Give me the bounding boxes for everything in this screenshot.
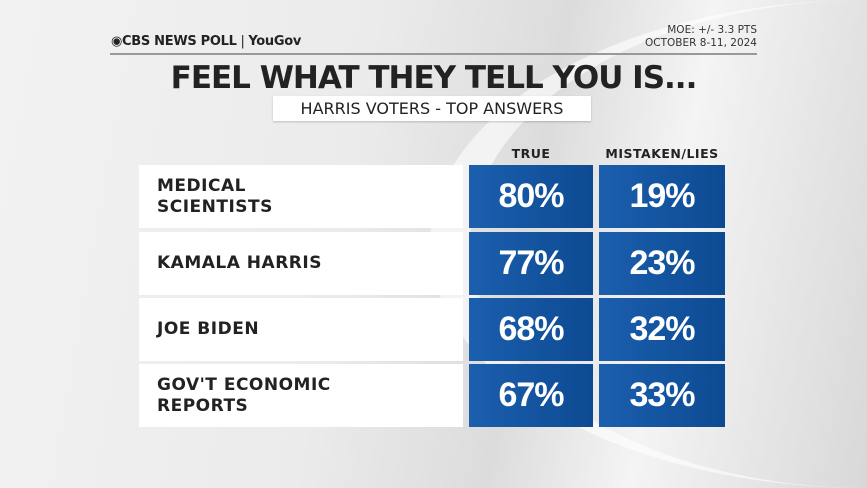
cell-mistaken: 32%: [599, 298, 725, 361]
cell-true: 68%: [469, 298, 593, 361]
cell-mistaken: 23%: [599, 232, 725, 295]
cell-true: 80%: [469, 165, 593, 228]
cell-mistaken: 33%: [599, 364, 725, 427]
logo: ◉CBS NEWS POLL | YouGov: [111, 34, 302, 49]
row-label-text: MEDICAL SCIENTISTS: [157, 175, 273, 217]
divider: [110, 53, 757, 55]
row-label-text: JOE BIDEN: [157, 319, 260, 339]
row-label-text: KAMALA HARRIS: [157, 253, 322, 273]
row-label: MEDICAL SCIENTISTS: [139, 165, 463, 228]
column-header-true: TRUE: [511, 146, 551, 161]
dates: OCTOBER 8-11, 2024: [645, 37, 757, 49]
cell-mistaken: 19%: [599, 165, 725, 228]
cell-true: 67%: [469, 364, 593, 427]
row-label: KAMALA HARRIS: [139, 232, 463, 295]
row-label: JOE BIDEN: [139, 298, 463, 361]
row-label: GOV'T ECONOMIC REPORTS: [139, 364, 463, 427]
page-title: FEEL WHAT THEY TELL YOU IS...: [170, 60, 698, 96]
column-header-mistaken: MISTAKEN/LIES: [605, 146, 719, 161]
moe: MOE: +/- 3.3 PTS: [667, 24, 757, 36]
row-label-text: GOV'T ECONOMIC REPORTS: [157, 374, 331, 416]
cell-true: 77%: [469, 232, 593, 295]
subtitle: HARRIS VOTERS - TOP ANSWERS: [273, 96, 591, 121]
poll-meta: MOE: +/- 3.3 PTS OCTOBER 8-11, 2024: [645, 24, 757, 50]
